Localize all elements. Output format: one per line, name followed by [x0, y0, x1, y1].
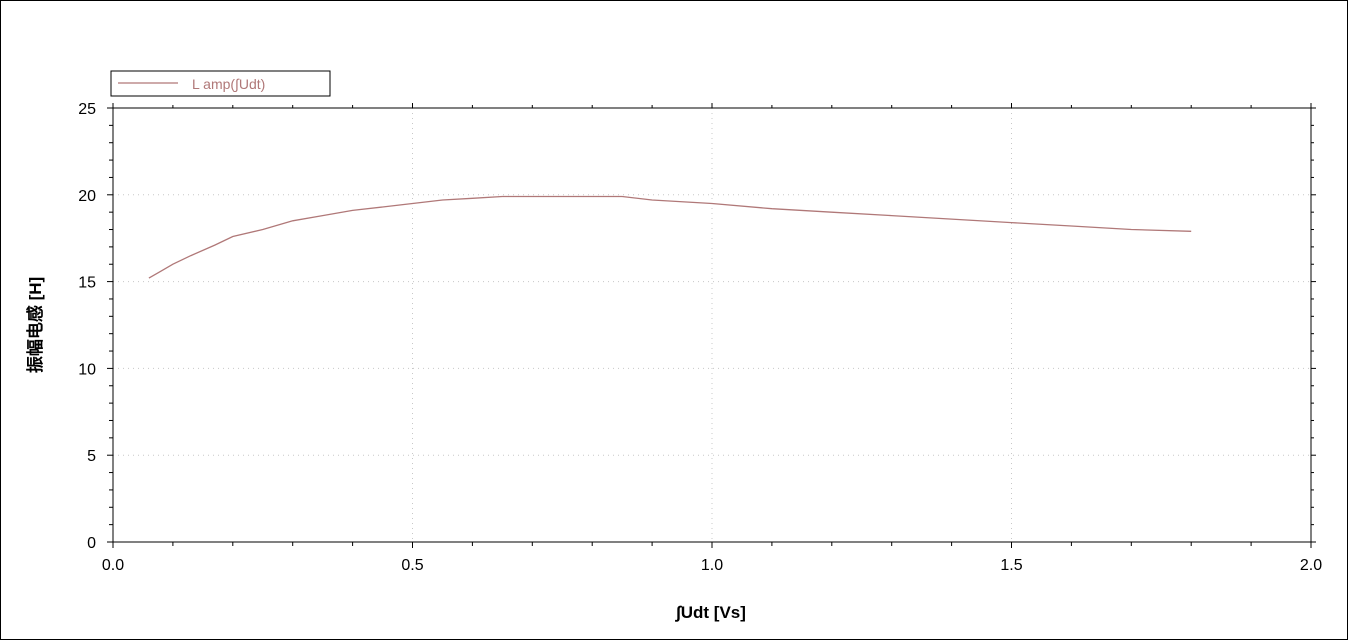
series-line-l-amp [148, 195, 1192, 279]
x-tick-label: 0.5 [401, 557, 423, 574]
series-layer [148, 195, 1192, 279]
x-tick-label: 2.0 [1300, 557, 1322, 574]
x-tick-label: 1.5 [1000, 557, 1022, 574]
y-tick-label: 20 [78, 188, 96, 205]
y-tick-label: 15 [78, 275, 96, 292]
y-tick-label: 25 [78, 101, 96, 118]
legend: L amp(∫Udt) [110, 70, 331, 97]
x-tick-label: 0.0 [102, 557, 124, 574]
legend-label: L amp(∫Udt) [192, 76, 265, 92]
y-axis-title: 振幅电感 [H] [25, 277, 45, 373]
tick-labels: 0.0 0.5 1.0 1.5 2.0 0 5 10 15 20 25 [78, 101, 1322, 574]
y-tick-label: 5 [87, 448, 96, 465]
grid-lines [113, 108, 1311, 542]
x-axis-title: ∫Udt [Vs] [674, 603, 746, 622]
y-tick-label: 10 [78, 361, 96, 378]
y-tick-label: 0 [87, 535, 96, 552]
axis-ticks [107, 103, 1316, 548]
x-tick-label: 1.0 [701, 557, 723, 574]
